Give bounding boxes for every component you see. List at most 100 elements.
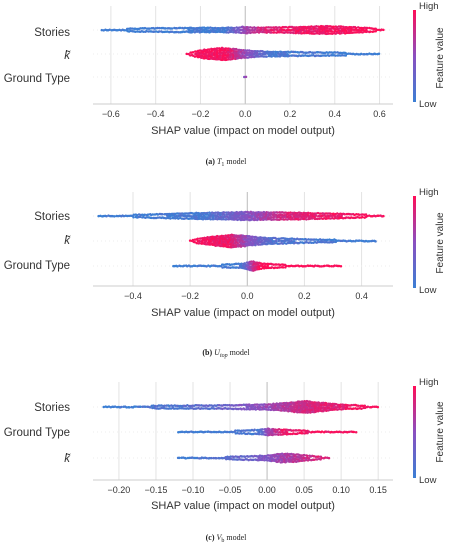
panel-a-point: [202, 57, 206, 60]
panel-a-point: [363, 53, 366, 56]
panel-a-point: [297, 31, 300, 35]
panel-c-point: [301, 432, 304, 435]
panel-a-point: [190, 26, 193, 30]
panel-b-point: [377, 214, 380, 218]
panel-c: Stories Ground Type k̃ −0.20 −0.15 −0.10 −0…: [4, 377, 446, 544]
panel-c-point: [267, 408, 270, 411]
panel-b-point: [371, 239, 374, 243]
panel-c-feature-label-2: Ground Type: [4, 427, 70, 439]
panel-b-point: [319, 212, 323, 215]
panel-b-point: [290, 216, 294, 219]
panel-b-point: [284, 239, 288, 243]
panel-c-point: [331, 402, 335, 406]
panel-c-point: [327, 456, 331, 460]
panel-c-colorbar-low: Low: [419, 475, 437, 486]
panel-c-point: [243, 455, 247, 458]
panel-c-point: [243, 407, 246, 411]
panel-c-point: [306, 454, 309, 458]
panel-c-point: [187, 430, 191, 434]
panel-a-point: [170, 27, 174, 30]
panel-b-point: [300, 237, 304, 241]
panel-b-feature-label-2: k̃: [64, 235, 71, 247]
panel-b-point: [273, 215, 276, 219]
panel-b-point: [275, 237, 278, 240]
panel-b-point: [278, 263, 282, 267]
panel-c-point: [267, 454, 271, 457]
panel-c-point: [266, 431, 270, 435]
panel-b-point: [183, 217, 187, 220]
panel-c-point: [164, 407, 168, 410]
panel-b-point: [222, 263, 226, 267]
panel-c-point: [245, 429, 249, 432]
panel-b-point: [180, 214, 184, 217]
panel-c-point: [204, 404, 208, 407]
panel-b-point: [304, 265, 307, 268]
panel-b-point: [229, 266, 232, 270]
panel-b-point: [218, 213, 222, 217]
panel-c-point: [283, 401, 287, 405]
panel-a-point: [148, 27, 151, 30]
panel-b-point: [209, 243, 212, 246]
panel-b-point: [250, 214, 254, 218]
panel-c-point: [280, 452, 284, 455]
panel-b-point: [215, 236, 219, 240]
panel-c-point: [215, 430, 218, 434]
panel-a-point: [248, 55, 251, 59]
panel-b-xlabel: SHAP value (impact on model output): [151, 307, 335, 319]
panel-b-point: [256, 261, 259, 264]
panel-a-tick-label: −0.6: [102, 109, 120, 119]
panel-b-point: [169, 217, 172, 220]
panel-a-point: [239, 28, 243, 32]
panel-c-point: [275, 430, 279, 434]
panel-c-point: [295, 429, 298, 432]
panel-c-point: [240, 403, 243, 407]
panel-c-point: [182, 407, 186, 410]
panel-b-point: [307, 238, 310, 241]
panel-c-point: [234, 429, 237, 432]
panel-c-point: [261, 430, 265, 434]
panel-b-point: [193, 240, 196, 244]
panel-c-point: [307, 430, 311, 434]
panel-a-point: [276, 28, 279, 32]
panel-a-point: [290, 25, 294, 29]
panel-c-point: [284, 452, 287, 456]
panel-b-point: [132, 215, 135, 219]
panel-a-point: [196, 30, 199, 33]
panel-a-point: [130, 27, 134, 30]
panel-c-point: [232, 458, 236, 461]
panel-a-point: [244, 75, 248, 79]
panel-b-point: [316, 240, 320, 244]
panel-a-colorbar-low: Low: [419, 99, 437, 110]
panel-b-colorbar: High Low Feature value: [413, 187, 446, 296]
panel-c-point: [242, 458, 246, 462]
panel-b-point: [226, 263, 229, 266]
panel-c-point: [289, 403, 293, 406]
panel-b-point: [289, 213, 292, 217]
panel-b-point: [215, 234, 219, 238]
panel-b-point: [367, 240, 371, 243]
panel-b-point: [191, 217, 195, 220]
panel-c-point: [320, 456, 324, 460]
panel-b-point: [354, 239, 358, 242]
panel-c-point: [271, 455, 274, 459]
panel-a-point: [157, 30, 161, 33]
panel-b-colorbar-title: Feature value: [435, 212, 446, 274]
panel-b-point: [330, 214, 334, 218]
panel-c-point: [201, 404, 205, 407]
panel-b-point: [214, 264, 218, 268]
panel-a-point: [202, 26, 206, 29]
panel-c-point: [288, 456, 292, 460]
panel-c-point: [271, 431, 274, 435]
panel-c-point: [255, 432, 258, 436]
panel-b-point: [318, 265, 322, 268]
panel-a-point: [239, 31, 243, 35]
panel-a-point: [198, 51, 201, 55]
panel-b-point: [355, 212, 358, 216]
panel-b-point: [248, 266, 251, 270]
panel-a-point: [215, 30, 219, 34]
panel-c-point: [215, 457, 218, 460]
panel-a-point: [303, 31, 307, 35]
panel-a-point: [286, 52, 289, 56]
panel-c-tick-label: −0.10: [182, 485, 205, 495]
panel-c-point: [240, 407, 243, 411]
